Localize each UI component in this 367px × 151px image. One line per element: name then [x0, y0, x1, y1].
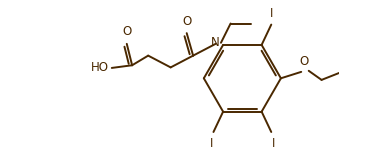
Text: O: O — [300, 55, 309, 68]
Text: I: I — [272, 137, 275, 150]
Text: O: O — [122, 26, 131, 39]
Text: HO: HO — [91, 61, 109, 74]
Text: I: I — [270, 7, 273, 20]
Text: N: N — [211, 36, 220, 49]
Text: I: I — [210, 137, 213, 150]
Text: O: O — [182, 15, 191, 28]
